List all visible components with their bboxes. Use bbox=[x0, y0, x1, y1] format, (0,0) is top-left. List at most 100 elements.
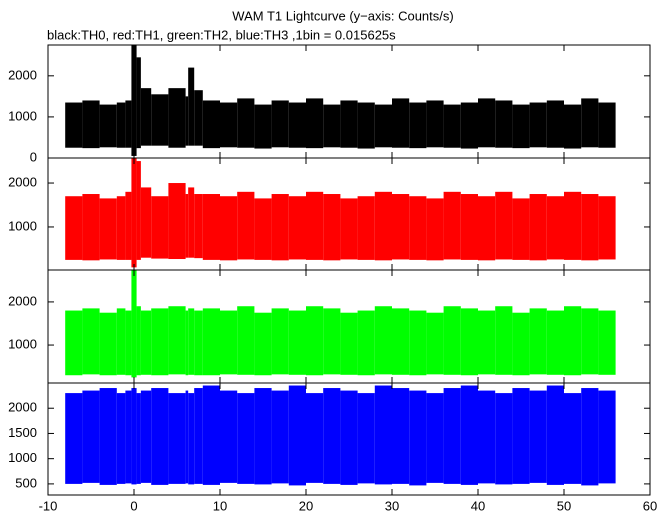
x-tick-label: 0 bbox=[130, 498, 137, 513]
count-range bbox=[374, 104, 392, 148]
count-range bbox=[99, 104, 117, 148]
count-range bbox=[116, 308, 126, 375]
count-range bbox=[82, 194, 100, 261]
count-range bbox=[581, 388, 599, 486]
x-tick-label: 30 bbox=[385, 498, 399, 513]
count-range bbox=[340, 198, 358, 260]
count-range bbox=[357, 102, 375, 149]
count-range bbox=[140, 310, 152, 375]
count-range bbox=[65, 393, 83, 484]
count-range bbox=[168, 306, 186, 375]
count-range bbox=[125, 191, 132, 260]
count-range bbox=[188, 187, 195, 258]
y-tick-label: 2000 bbox=[8, 400, 37, 415]
count-range bbox=[99, 388, 117, 485]
chart-title: WAM T1 Lightcurve (y−axis: Counts/s) bbox=[232, 8, 453, 23]
y-tick-label: 2000 bbox=[8, 293, 37, 308]
count-range bbox=[581, 98, 599, 148]
count-range bbox=[271, 390, 289, 484]
count-range bbox=[131, 388, 137, 485]
count-range bbox=[581, 308, 599, 375]
count-range bbox=[188, 67, 195, 146]
count-range bbox=[271, 308, 289, 375]
count-range bbox=[99, 312, 117, 376]
count-range bbox=[546, 310, 564, 375]
count-range bbox=[185, 96, 189, 146]
count-range bbox=[460, 385, 478, 485]
count-range bbox=[392, 388, 410, 484]
count-range bbox=[140, 187, 152, 258]
count-range bbox=[409, 196, 427, 260]
count-range bbox=[443, 388, 461, 484]
y-tick-label: 1000 bbox=[8, 108, 37, 123]
count-range bbox=[340, 100, 358, 148]
count-range bbox=[237, 393, 255, 484]
count-range bbox=[478, 310, 496, 375]
count-range bbox=[288, 310, 306, 375]
count-range bbox=[125, 390, 132, 484]
count-range bbox=[323, 388, 341, 484]
count-range bbox=[495, 100, 513, 148]
count-range bbox=[495, 191, 513, 260]
count-range bbox=[288, 102, 306, 148]
count-range bbox=[374, 191, 392, 261]
count-range bbox=[529, 194, 547, 261]
count-range bbox=[495, 393, 513, 485]
count-range bbox=[392, 308, 410, 375]
count-range bbox=[564, 191, 582, 260]
count-range bbox=[237, 306, 255, 375]
count-range bbox=[306, 191, 324, 260]
y-tick-label: 2000 bbox=[8, 174, 37, 189]
count-range bbox=[460, 308, 478, 376]
count-range bbox=[168, 393, 186, 484]
count-range bbox=[65, 102, 83, 148]
count-range bbox=[288, 385, 306, 486]
count-range bbox=[564, 306, 582, 376]
count-range bbox=[306, 98, 324, 149]
count-range bbox=[65, 310, 83, 376]
count-range bbox=[409, 390, 427, 486]
count-range bbox=[443, 104, 461, 148]
count-range bbox=[136, 306, 141, 376]
count-range bbox=[254, 104, 272, 149]
count-range bbox=[125, 310, 132, 376]
count-range bbox=[202, 385, 220, 485]
count-range bbox=[392, 194, 410, 260]
count-range bbox=[357, 310, 375, 376]
count-range bbox=[512, 312, 530, 376]
count-range bbox=[426, 312, 444, 375]
x-tick-label: -10 bbox=[39, 498, 58, 513]
count-range bbox=[478, 196, 496, 261]
count-range bbox=[546, 100, 564, 148]
count-range bbox=[254, 312, 272, 376]
count-range bbox=[323, 104, 341, 148]
count-range bbox=[374, 385, 392, 485]
count-range bbox=[131, 45, 137, 156]
count-range bbox=[512, 104, 530, 149]
count-range bbox=[323, 194, 341, 261]
count-range bbox=[357, 196, 375, 260]
count-range bbox=[188, 393, 195, 485]
count-range bbox=[357, 393, 375, 484]
panel-frame bbox=[47, 382, 651, 496]
count-range bbox=[443, 191, 461, 260]
chart-subtitle: black:TH0, red:TH1, green:TH2, blue:TH3 … bbox=[47, 27, 396, 42]
count-range bbox=[564, 393, 582, 484]
count-range bbox=[529, 308, 547, 375]
count-range bbox=[151, 94, 169, 146]
count-range bbox=[168, 183, 186, 260]
count-range bbox=[237, 191, 255, 260]
y-tick-label: 1000 bbox=[8, 450, 37, 465]
count-range bbox=[140, 390, 152, 483]
x-tick-label: 10 bbox=[213, 498, 227, 513]
count-range bbox=[116, 102, 126, 148]
count-range bbox=[82, 308, 100, 375]
count-range bbox=[194, 194, 203, 259]
count-range bbox=[564, 104, 582, 149]
count-range bbox=[598, 390, 616, 484]
count-range bbox=[185, 310, 189, 376]
count-range bbox=[546, 196, 564, 260]
count-range bbox=[185, 194, 189, 258]
count-range bbox=[220, 102, 238, 148]
